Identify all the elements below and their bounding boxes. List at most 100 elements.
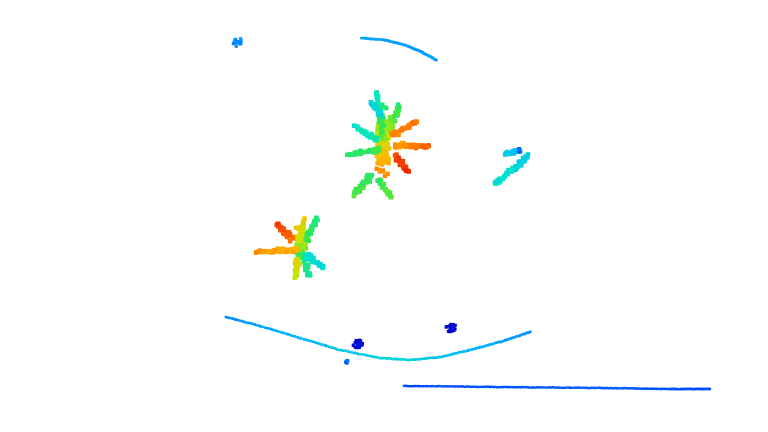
scan-point (455, 385, 458, 388)
plant-point (306, 262, 311, 267)
scan-point (341, 349, 344, 352)
scan-point (482, 345, 485, 348)
scan-point (646, 387, 650, 390)
scan-point (508, 385, 511, 389)
scan-point (380, 357, 383, 360)
scan-point (361, 353, 364, 356)
scan-point (534, 386, 537, 389)
scan-point (264, 326, 267, 329)
plant-point (378, 141, 384, 146)
scan-point (459, 385, 462, 388)
plant-point (301, 222, 306, 227)
plant-point (287, 239, 293, 244)
scan-point (312, 340, 315, 343)
scan-point (443, 385, 446, 388)
scan-point (367, 354, 370, 357)
scan-point (651, 387, 655, 390)
scan-point (481, 385, 485, 389)
scan-point (525, 385, 528, 389)
plant-point (293, 272, 298, 277)
plant-point (505, 172, 510, 177)
plant-point (313, 222, 318, 227)
scan-point (432, 385, 435, 388)
plant-point (517, 147, 521, 151)
plant-point (403, 168, 408, 173)
scan-point (666, 387, 669, 391)
scan-point (528, 386, 531, 389)
plant-point (353, 186, 359, 192)
plant-point (361, 185, 366, 190)
scan-point (662, 387, 665, 391)
scan-point (409, 385, 412, 388)
plant-point (352, 123, 357, 128)
scan-point (570, 386, 573, 389)
plant-point (400, 159, 405, 164)
scan-point (369, 37, 373, 41)
scan-point (525, 331, 528, 334)
plant-point (293, 225, 299, 230)
plant-point (291, 236, 296, 241)
scan-point (459, 350, 462, 354)
scan-point (519, 334, 522, 337)
plant-point (275, 222, 280, 227)
plant-point (383, 186, 389, 192)
plant-point (377, 177, 382, 182)
plant-point (272, 249, 277, 254)
scan-point (563, 386, 566, 389)
scan-point (498, 385, 502, 389)
plant-point (364, 180, 369, 185)
plant-point (351, 193, 357, 199)
scan-point (469, 348, 472, 352)
plant-point (522, 158, 527, 164)
scan-point (614, 386, 617, 390)
scan-point (554, 386, 557, 389)
plant-point (292, 275, 297, 280)
scan-point (609, 386, 612, 390)
plant-point (297, 237, 302, 242)
scan-point (333, 347, 337, 350)
scan-point (485, 385, 488, 388)
plant-point (403, 125, 408, 131)
scan-point (622, 387, 625, 390)
plant-point (374, 166, 379, 171)
plant-point (399, 127, 405, 132)
scan-point (413, 358, 416, 361)
plant-point (302, 216, 307, 221)
small-debris-points (231, 37, 457, 365)
plant-point (397, 104, 402, 110)
plant-point (359, 181, 364, 186)
scan-point (420, 385, 423, 388)
scan-point (438, 355, 441, 359)
scan-point (633, 387, 637, 390)
plant-point (310, 257, 315, 262)
scan-point (490, 385, 493, 388)
plant-point (394, 145, 399, 150)
plant-point (392, 142, 398, 147)
debris-point (357, 339, 361, 343)
scan-point (402, 384, 406, 388)
scan-point (520, 385, 524, 389)
debris-point (353, 345, 357, 349)
scan-point (594, 386, 597, 390)
scan-point (265, 327, 269, 330)
plant-point (517, 150, 520, 154)
scan-point (421, 385, 425, 388)
debris-point (444, 325, 448, 329)
plant-point (299, 252, 305, 258)
scan-point (659, 388, 662, 391)
plant-point (385, 153, 390, 159)
scan-point (604, 386, 607, 390)
scan-point (418, 358, 421, 361)
plant-point (364, 149, 369, 154)
plant-point (367, 149, 372, 154)
plant-point (401, 165, 406, 171)
scan-point (529, 330, 532, 333)
scan-point (489, 343, 493, 346)
scan-point (487, 385, 490, 388)
debris-point (355, 339, 359, 342)
scan-point (377, 356, 380, 359)
scan-point (598, 386, 601, 389)
plant-point (504, 151, 510, 157)
scan-point (535, 386, 539, 389)
